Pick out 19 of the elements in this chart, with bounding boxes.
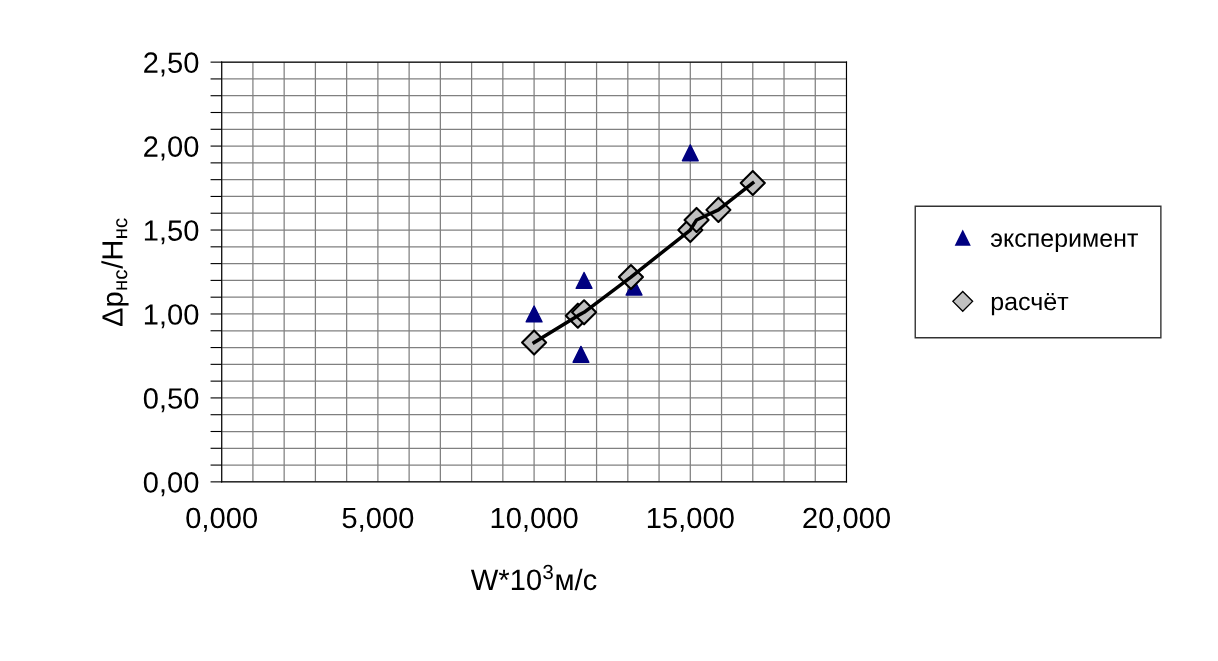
point [525,305,543,323]
x-tick-label: 20,000 [803,507,890,532]
y-axis-title: Δp$_{нс}$/H$_{нс}$ [101,218,129,327]
point [572,345,590,363]
y-tick-label: 2,00 [144,136,199,161]
y-tick-label: 0,00 [143,472,199,497]
y-tick-label: 2,50 [144,52,199,77]
legend-label: расчёт [991,292,1069,316]
point [575,271,593,290]
legend-label: эксперимент [990,233,1138,252]
point [681,144,699,162]
y-tick-label: 0,50 [143,388,199,413]
x-axis-title: W*10$^{3}$м/с [470,564,597,591]
y-tick-label: 1,00 [144,304,199,329]
y-tick-label: 1,50 [144,220,199,245]
x-tick-label: 15,000 [647,507,734,532]
x-tick-label: 5,000 [342,507,414,532]
x-tick-label: 0,000 [186,507,258,532]
x-tick-label: 10,000 [491,507,578,532]
